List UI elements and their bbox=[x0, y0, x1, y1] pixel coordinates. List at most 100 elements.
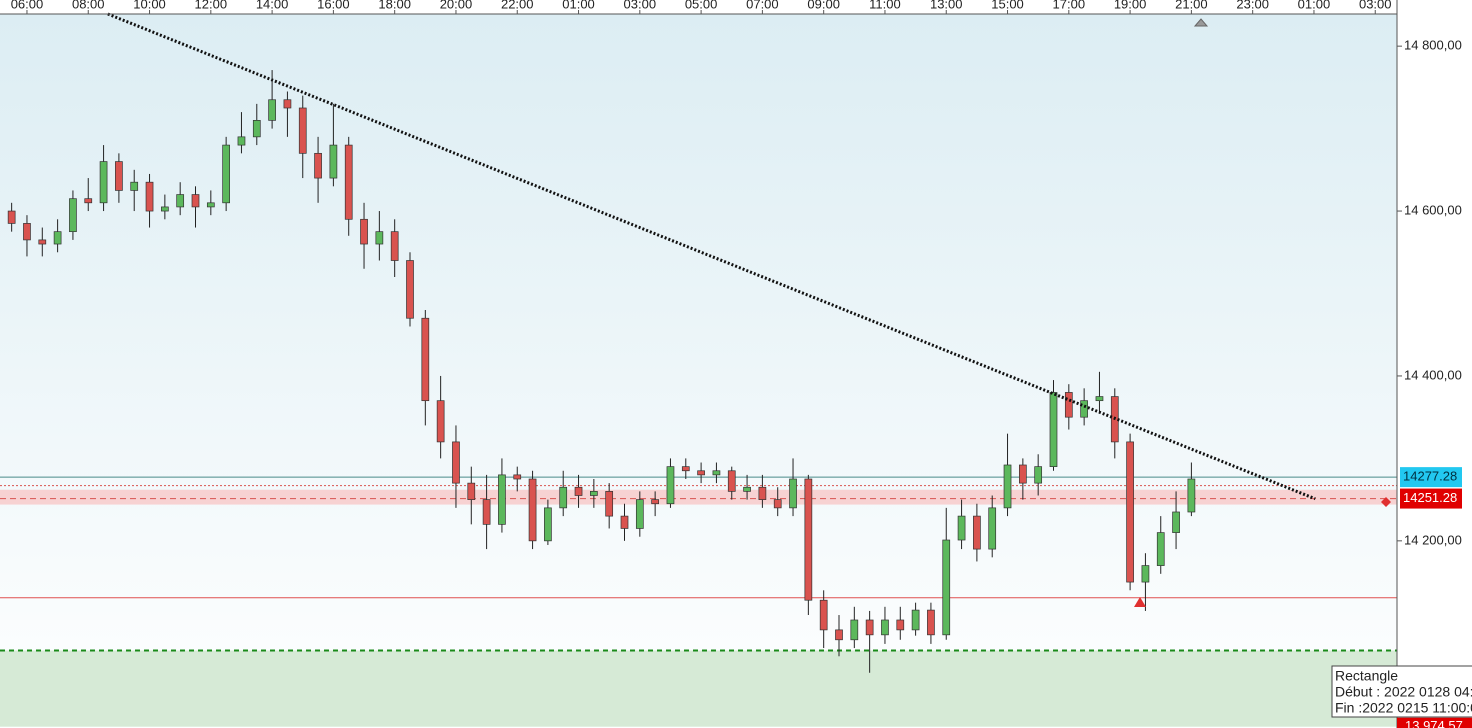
arrow-marker bbox=[1134, 597, 1146, 607]
x-tick-label: 18:00 bbox=[378, 0, 411, 11]
x-tick-label: 03:00 bbox=[624, 0, 657, 11]
candle-body bbox=[130, 181, 139, 191]
candle-body bbox=[237, 136, 246, 146]
candle-body bbox=[53, 231, 62, 245]
candle-body bbox=[1187, 478, 1196, 513]
candle-body bbox=[865, 619, 874, 636]
candle-body bbox=[513, 474, 522, 480]
candle-body bbox=[559, 486, 568, 509]
marker bbox=[1193, 18, 1209, 27]
candle-body bbox=[1126, 441, 1134, 583]
candle-body bbox=[99, 161, 108, 204]
candle-body bbox=[881, 619, 889, 636]
candle-body bbox=[38, 239, 47, 245]
candle-body bbox=[206, 202, 215, 208]
plot-background bbox=[0, 14, 1397, 728]
candle-body bbox=[1095, 396, 1104, 402]
y-tick-label: 14 400,00 bbox=[1404, 367, 1462, 382]
candle-body bbox=[23, 223, 31, 241]
candle-body bbox=[789, 478, 797, 509]
x-tick-label: 11:00 bbox=[869, 0, 901, 11]
candle-body bbox=[115, 161, 123, 191]
candle-body bbox=[957, 515, 966, 541]
candle-body bbox=[666, 466, 675, 505]
x-tick-label: 01:00 bbox=[562, 0, 595, 11]
candle-body bbox=[697, 470, 705, 476]
level-label-box bbox=[1400, 467, 1462, 488]
candle-body bbox=[973, 515, 981, 550]
candle-body bbox=[390, 231, 399, 261]
candle-body bbox=[712, 470, 721, 476]
candle-body bbox=[161, 206, 169, 212]
candle-body bbox=[222, 144, 230, 204]
candle-body bbox=[988, 507, 997, 550]
candle-body bbox=[406, 260, 414, 319]
plot-layer bbox=[0, 12, 1397, 727]
candle-body bbox=[7, 210, 16, 224]
candle-body bbox=[727, 470, 736, 492]
candle-body bbox=[835, 629, 843, 641]
x-tick-label: 06:00 bbox=[11, 0, 44, 11]
candle-body bbox=[927, 609, 935, 636]
candle-body bbox=[375, 231, 384, 245]
candle-body bbox=[1034, 466, 1043, 484]
candle-body bbox=[176, 194, 185, 208]
candle-body bbox=[605, 491, 614, 517]
candle-body bbox=[1003, 464, 1012, 509]
level-label-box bbox=[1400, 488, 1462, 509]
candle-body bbox=[590, 491, 598, 496]
tooltip-start: Début : 2022 0128 04: bbox=[1335, 684, 1472, 700]
candle-body bbox=[1080, 400, 1088, 418]
candle-body bbox=[360, 218, 368, 245]
candle-body bbox=[145, 181, 154, 212]
candle-body bbox=[681, 466, 690, 472]
candle-body bbox=[911, 609, 920, 631]
rectangle-bottom-label: 13 974,57 bbox=[1405, 718, 1463, 728]
candle-body bbox=[819, 599, 828, 631]
candle-body bbox=[329, 144, 338, 179]
candle-body bbox=[635, 499, 644, 529]
candle-body bbox=[1019, 464, 1027, 484]
candle-body bbox=[84, 198, 93, 204]
x-tick-label: 23:00 bbox=[1236, 0, 1269, 11]
x-tick-label: 08:00 bbox=[72, 0, 105, 11]
level-label: 14277.28 bbox=[1403, 469, 1457, 484]
x-tick-label: 14:00 bbox=[256, 0, 289, 11]
candle-body bbox=[773, 499, 782, 509]
y-tick-label: 14 600,00 bbox=[1404, 202, 1462, 217]
candle-body bbox=[896, 619, 905, 631]
x-tick-label: 07:00 bbox=[746, 0, 779, 11]
candle-body bbox=[942, 539, 951, 636]
drag-handle[interactable] bbox=[1381, 497, 1391, 507]
candle-body bbox=[436, 400, 445, 443]
tooltip-end: Fin :2022 0215 11:00:0 bbox=[1335, 700, 1472, 716]
rectangle-zone bbox=[0, 650, 1397, 727]
tooltip-title: Rectangle bbox=[1335, 668, 1398, 684]
candle-body bbox=[1049, 392, 1058, 467]
x-tick-label: 01:00 bbox=[1298, 0, 1331, 11]
candle-body bbox=[498, 474, 506, 525]
candle-body bbox=[758, 486, 767, 500]
x-tick-label: 13:00 bbox=[930, 0, 963, 11]
candle-body bbox=[482, 499, 491, 525]
candle-body bbox=[528, 478, 537, 542]
x-tick-label: 17:00 bbox=[1053, 0, 1086, 11]
trendline bbox=[107, 12, 1316, 501]
candle-body bbox=[191, 194, 200, 208]
candle-body bbox=[421, 317, 430, 402]
price-band bbox=[0, 489, 1397, 505]
candle-body bbox=[1172, 511, 1180, 533]
candle-body bbox=[574, 486, 583, 496]
candle-body bbox=[544, 507, 552, 542]
candle-body bbox=[467, 482, 476, 500]
candle-body bbox=[850, 619, 859, 641]
candle-body bbox=[452, 441, 460, 484]
y-tick-label: 14 200,00 bbox=[1404, 532, 1462, 547]
x-tick-label: 03:00 bbox=[1359, 0, 1392, 11]
candle-body bbox=[1141, 565, 1150, 583]
candle-body bbox=[804, 478, 813, 601]
level-label: 14251.28 bbox=[1403, 490, 1457, 505]
candle-body bbox=[1156, 532, 1165, 566]
